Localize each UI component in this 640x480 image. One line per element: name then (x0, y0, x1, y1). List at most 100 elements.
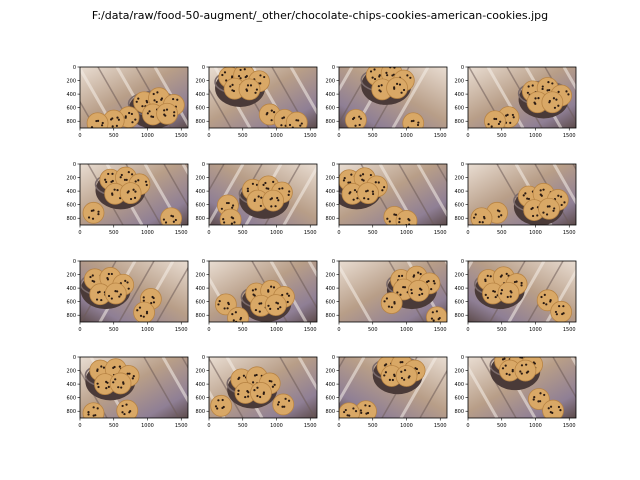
y-tick-label: 600 (195, 202, 205, 208)
chocolate-chip (222, 218, 225, 221)
panel-axes: 0 500 1000 1500 0 200 400 600 800 (195, 162, 318, 236)
chocolate-chip (286, 292, 289, 295)
chocolate-chip (522, 194, 525, 197)
chocolate-chip (258, 302, 261, 305)
cookie (238, 78, 261, 101)
y-tick-label: 600 (66, 105, 76, 111)
x-tick-label: 500 (238, 133, 248, 139)
chocolate-chip (403, 378, 406, 381)
chocolate-chip (124, 279, 127, 282)
cookie (386, 77, 408, 99)
chocolate-chip (412, 119, 415, 122)
axes-frame (467, 260, 577, 323)
chocolate-chip (259, 82, 262, 85)
x-tick-label: 0 (207, 327, 210, 333)
y-tick-label: 200 (454, 368, 464, 374)
chocolate-chip (495, 117, 498, 121)
y-tick-label: 200 (454, 78, 464, 84)
chocolate-chip (239, 77, 242, 80)
cookie (497, 281, 520, 304)
y-tick-label: 0 (202, 65, 205, 71)
background-streak (552, 164, 576, 206)
background-streak (209, 88, 232, 128)
x-tick-label: 0 (466, 423, 469, 429)
chocolate-chip (111, 193, 114, 196)
photo-image (209, 261, 317, 322)
x-tick-label: 500 (238, 230, 248, 236)
axes-frame (79, 356, 189, 419)
chocolate-chip (486, 274, 489, 277)
chocolate-chip (172, 97, 175, 101)
cookie (250, 382, 272, 404)
chocolate-chip (395, 82, 399, 85)
chocolate-chip (104, 178, 107, 181)
chocolate-chip (95, 298, 99, 301)
chocolate-chip (97, 385, 100, 389)
chocolate-chip (399, 361, 402, 364)
y-tick-label: 400 (454, 189, 464, 195)
chocolate-chip (419, 272, 422, 276)
background-streak (398, 164, 435, 225)
axes-frame (79, 260, 189, 323)
chocolate-chip (232, 319, 235, 322)
chocolate-chip (387, 305, 391, 308)
chocolate-chip (95, 119, 98, 123)
chocolate-chip (281, 187, 284, 190)
panel-axes: 0 500 1000 1500 0 200 400 600 800 (66, 65, 189, 139)
y-tick-label: 600 (325, 105, 335, 111)
image-panel: 0 500 1000 1500 0 200 400 600 800 (454, 65, 577, 139)
chocolate-chip (490, 125, 493, 128)
chocolate-chip (110, 272, 113, 276)
chocolate-chip (234, 311, 237, 314)
chocolate-chip (258, 310, 261, 313)
background-streak (209, 357, 244, 418)
y-tick-label: 200 (195, 272, 205, 278)
chocolate-chip (484, 279, 487, 283)
x-tick-label: 500 (368, 327, 378, 333)
chocolate-chip (114, 378, 117, 381)
panel-axes: 0 500 1000 1500 0 200 400 600 800 (454, 65, 577, 139)
chocolate-chip (508, 373, 511, 376)
chocolate-chip (478, 221, 481, 224)
chocolate-chip (551, 411, 554, 414)
y-tick-label: 0 (202, 355, 205, 361)
x-tick-label: 500 (109, 230, 119, 236)
chocolate-chip (346, 414, 349, 417)
chocolate-chip (543, 393, 546, 397)
chocolate-chip (555, 313, 558, 316)
image-panel: 0 500 1000 1500 0 200 400 600 800 (325, 355, 448, 429)
chocolate-chip (134, 118, 137, 121)
chocolate-chip (372, 192, 375, 196)
y-tick-label: 800 (325, 409, 335, 415)
chocolate-chip (269, 198, 272, 201)
chocolate-chip (520, 357, 524, 359)
x-tick-label: 1000 (270, 230, 283, 236)
y-tick-label: 0 (461, 259, 464, 265)
chocolate-chip (548, 101, 551, 104)
chocolate-chip (155, 100, 158, 104)
chocolate-chip (118, 365, 121, 368)
chocolate-chip (173, 111, 176, 114)
chocolate-chip (393, 301, 396, 304)
chocolate-chip (542, 211, 545, 214)
chocolate-chip (259, 74, 262, 77)
chocolate-chip (126, 281, 129, 284)
chocolate-chip (541, 85, 544, 88)
chocolate-chip (416, 123, 420, 127)
x-tick-label: 1000 (529, 327, 542, 333)
cookie (116, 399, 139, 418)
chocolate-chip (267, 304, 270, 307)
chocolate-chip (358, 123, 361, 127)
chocolate-chip (547, 407, 550, 410)
chocolate-chip (97, 291, 100, 294)
chocolate-chip (526, 370, 530, 373)
panel-axes: 0 500 1000 1500 0 200 400 600 800 (325, 65, 448, 139)
y-tick-label: 800 (66, 313, 76, 319)
chocolate-chip (509, 295, 512, 298)
chocolate-chip (107, 385, 110, 388)
chocolate-chip (138, 306, 142, 309)
x-tick-label: 1500 (563, 327, 576, 333)
chocolate-chip (231, 204, 235, 207)
y-tick-label: 200 (195, 175, 205, 181)
chocolate-chip (217, 399, 220, 402)
